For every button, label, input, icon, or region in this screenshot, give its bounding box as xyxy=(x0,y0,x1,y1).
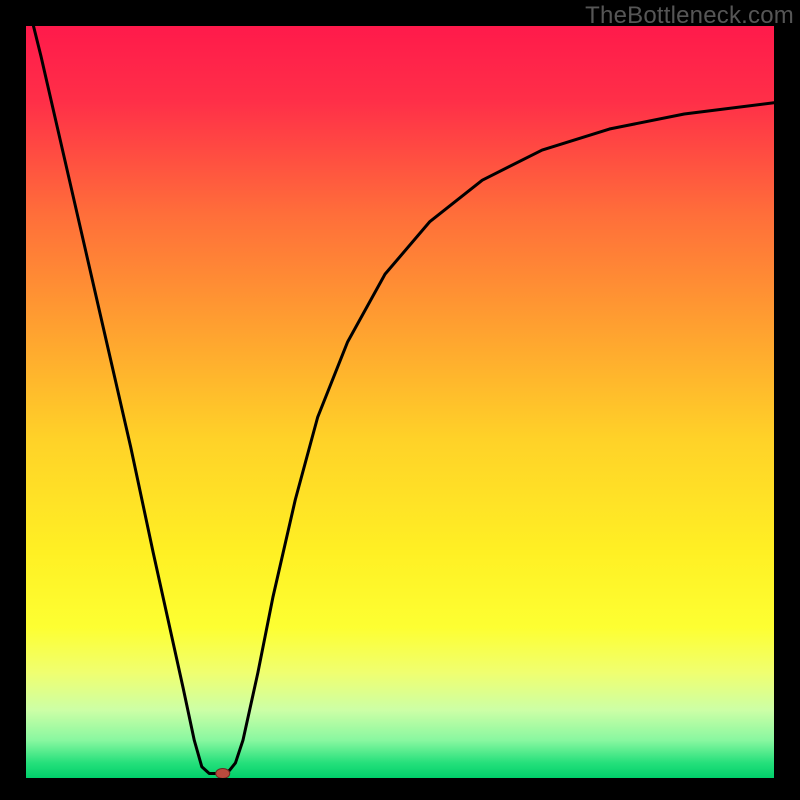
watermark-text: TheBottleneck.com xyxy=(585,2,794,30)
chart-svg xyxy=(0,0,800,800)
plot-background xyxy=(26,26,774,778)
min-marker xyxy=(216,768,230,778)
chart-container: TheBottleneck.com xyxy=(0,0,800,800)
